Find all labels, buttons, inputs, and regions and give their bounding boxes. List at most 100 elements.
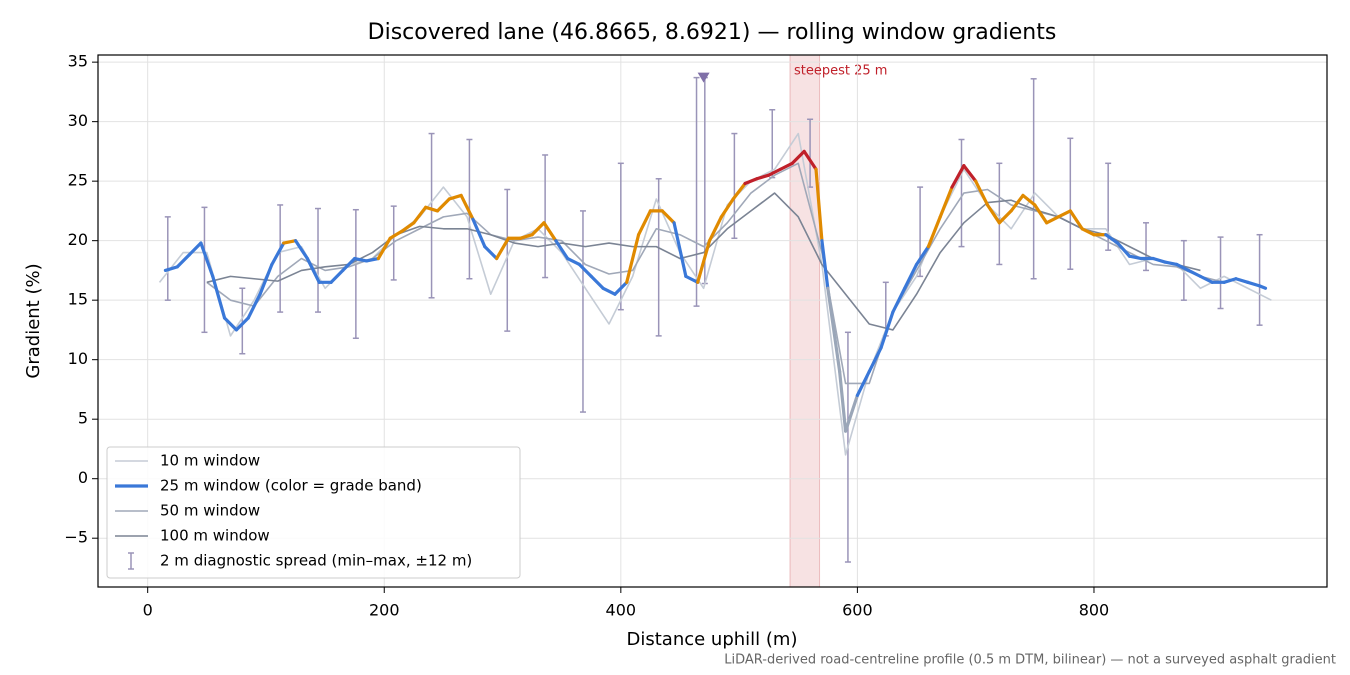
line-segment (802, 149, 818, 171)
line-segment (879, 310, 895, 350)
line-segment (867, 346, 883, 374)
line-segment (518, 233, 534, 240)
line-segment (447, 193, 463, 201)
line-segment (577, 262, 593, 278)
line-segment (199, 241, 215, 278)
line-segment (495, 236, 511, 261)
line-segment (1222, 277, 1238, 284)
line-segment (282, 239, 298, 245)
line-segment (1021, 193, 1037, 207)
error-bar (428, 132, 435, 299)
steepest-span (789, 54, 821, 588)
x-axis-label: Distance uphill (m) (627, 629, 798, 650)
error-bar (1067, 137, 1074, 270)
line-segment (412, 205, 428, 225)
error-bar (542, 154, 549, 279)
line-segment (424, 205, 440, 213)
line-segment (1151, 256, 1167, 264)
line-segment (625, 233, 641, 284)
line-segment (1068, 209, 1084, 231)
y-tick-label: 5 (78, 409, 88, 428)
legend-box (106, 446, 521, 579)
error-bar (1030, 78, 1037, 280)
line-segment (755, 173, 771, 181)
line-segment (270, 241, 286, 267)
line-segment (1198, 274, 1214, 284)
line-segment (1045, 215, 1061, 225)
line-segment (731, 181, 747, 201)
line-segment (554, 239, 570, 261)
line-segment (1234, 277, 1250, 284)
line-segment (293, 239, 309, 261)
line-segment (1187, 268, 1203, 278)
line-segment (636, 209, 652, 237)
line-segment (388, 229, 404, 240)
line-segment (483, 245, 499, 261)
line-segment (950, 164, 966, 189)
line-series (206, 192, 1201, 331)
line-segment (187, 241, 203, 257)
line-segment (838, 369, 848, 433)
line-segment (246, 292, 262, 320)
line-segment (1080, 227, 1096, 237)
line-segment (565, 256, 582, 267)
line-segment (1257, 284, 1268, 290)
line-segment (329, 268, 345, 284)
legend-label: 2 m diagnostic spread (min–max, ±12 m) (160, 552, 472, 570)
line-segment (1104, 233, 1120, 245)
y-tick-label: 10 (68, 349, 88, 368)
error-bar (352, 208, 359, 340)
line-segment (790, 149, 806, 165)
y-tick-label: 30 (68, 111, 88, 130)
line-segment (826, 286, 842, 374)
line-segment (820, 239, 830, 290)
y-tick-label: −5 (64, 528, 88, 547)
error-bar (277, 204, 284, 313)
line-segment (696, 239, 712, 284)
plot-frame (97, 54, 1328, 588)
line-segment (589, 274, 605, 290)
line-segment (1116, 241, 1132, 258)
line-segment (684, 274, 700, 284)
error-bar (731, 132, 738, 240)
y-tick-label: 25 (68, 171, 88, 190)
error-bar (1256, 233, 1263, 326)
y-tick-label: 35 (68, 52, 88, 71)
legend-label: 50 m window (160, 502, 260, 520)
line-segment (175, 253, 191, 269)
x-tick-label: 800 (1079, 601, 1110, 620)
error-bar (958, 138, 965, 248)
error-bar (201, 206, 208, 334)
line-segment (974, 179, 990, 207)
line-segment (719, 197, 735, 219)
line-segment (778, 161, 794, 171)
line-segment (767, 167, 783, 177)
line-segment (672, 221, 688, 278)
line-segment (211, 274, 227, 320)
line-segment (985, 203, 1001, 225)
line-segment (1009, 193, 1025, 213)
line-segment (855, 369, 871, 397)
line-segment (926, 215, 942, 249)
error-bar (996, 162, 1003, 266)
error-bar (239, 287, 246, 355)
line-segment (234, 316, 250, 332)
x-tick-label: 400 (606, 601, 637, 620)
error-bar (315, 207, 322, 313)
legend-label: 25 m window (color = grade band) (160, 477, 422, 495)
error-bar (655, 178, 662, 337)
footnote: LiDAR-derived road-centreline profile (0… (724, 653, 1336, 668)
line-segment (891, 286, 907, 314)
line-segment (530, 221, 546, 237)
line-segment (1127, 254, 1143, 261)
line-segment (1163, 260, 1179, 267)
chart-title: Discovered lane (46.8665, 8.6921) — roll… (368, 20, 1057, 45)
line-segment (962, 164, 978, 183)
line-segment (814, 167, 824, 243)
line-segment (914, 245, 930, 267)
line-segment (743, 177, 759, 186)
error-bar (1217, 236, 1224, 310)
line-segment (341, 256, 357, 273)
y-tick-label: 15 (68, 290, 88, 309)
